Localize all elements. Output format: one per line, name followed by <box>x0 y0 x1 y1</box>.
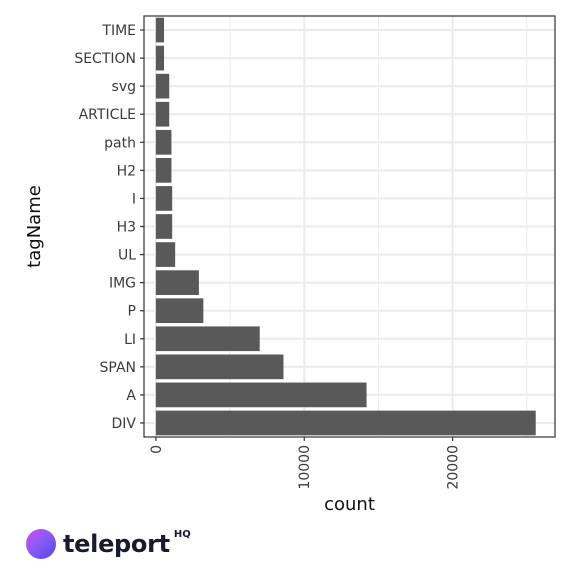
y-tick-label-h3: H3 <box>117 220 136 236</box>
teleport-logo: teleport HQ <box>26 527 191 561</box>
x-axis-title: count <box>324 494 375 515</box>
y-tick-label-time: TIME <box>101 23 136 39</box>
y-tick-label-article: ARTICLE <box>79 107 136 123</box>
y-axis-ticks: DIV A SPAN LI P IMG UL H3 I H2 path ARTICLE svg SECTI… <box>74 23 144 432</box>
x-tick-label: 10000 <box>297 445 313 490</box>
teleport-logo-icon <box>26 529 56 559</box>
bar-chart: DIV A SPAN LI P IMG UL H3 I H2 path ARTICLE svg SECTI… <box>24 15 556 515</box>
y-tick-label-div: DIV <box>112 416 137 432</box>
y-tick-label-img: IMG <box>109 276 136 292</box>
y-tick-label-a: A <box>126 388 136 404</box>
y-axis-title: tagName <box>24 185 45 268</box>
bar-svg <box>155 73 170 99</box>
bar-li <box>155 326 260 352</box>
bars <box>155 17 536 436</box>
y-tick-label-p: P <box>128 304 136 320</box>
bar-ul <box>155 242 176 267</box>
bar-section <box>155 45 165 71</box>
y-tick-label-li: LI <box>124 332 136 348</box>
y-tick-label-path: path <box>104 135 136 151</box>
y-tick-label-span: SPAN <box>100 360 136 376</box>
x-tick-label: 0 <box>149 445 165 454</box>
y-tick-label-i: I <box>132 191 136 207</box>
bar-img <box>155 270 199 295</box>
bar-p <box>155 298 204 324</box>
bar-a <box>155 382 367 408</box>
y-tick-label-section: SECTION <box>74 51 136 67</box>
bar-i <box>155 186 173 211</box>
logo-suffix: HQ <box>173 529 191 540</box>
bar-h3 <box>155 214 173 239</box>
y-tick-label-h2: H2 <box>117 163 136 179</box>
bar-div <box>155 410 536 436</box>
y-tick-label-ul: UL <box>118 248 136 264</box>
logo-wordmark: teleport <box>63 530 170 558</box>
bar-h2 <box>155 158 172 183</box>
x-tick-label: 20000 <box>446 445 462 490</box>
bar-path <box>155 129 172 155</box>
bar-article <box>155 101 170 127</box>
bar-span <box>155 354 284 380</box>
bar-time <box>155 17 165 43</box>
x-axis-ticks: 0 10000 20000 <box>149 437 462 490</box>
y-tick-label-svg: svg <box>112 79 136 95</box>
